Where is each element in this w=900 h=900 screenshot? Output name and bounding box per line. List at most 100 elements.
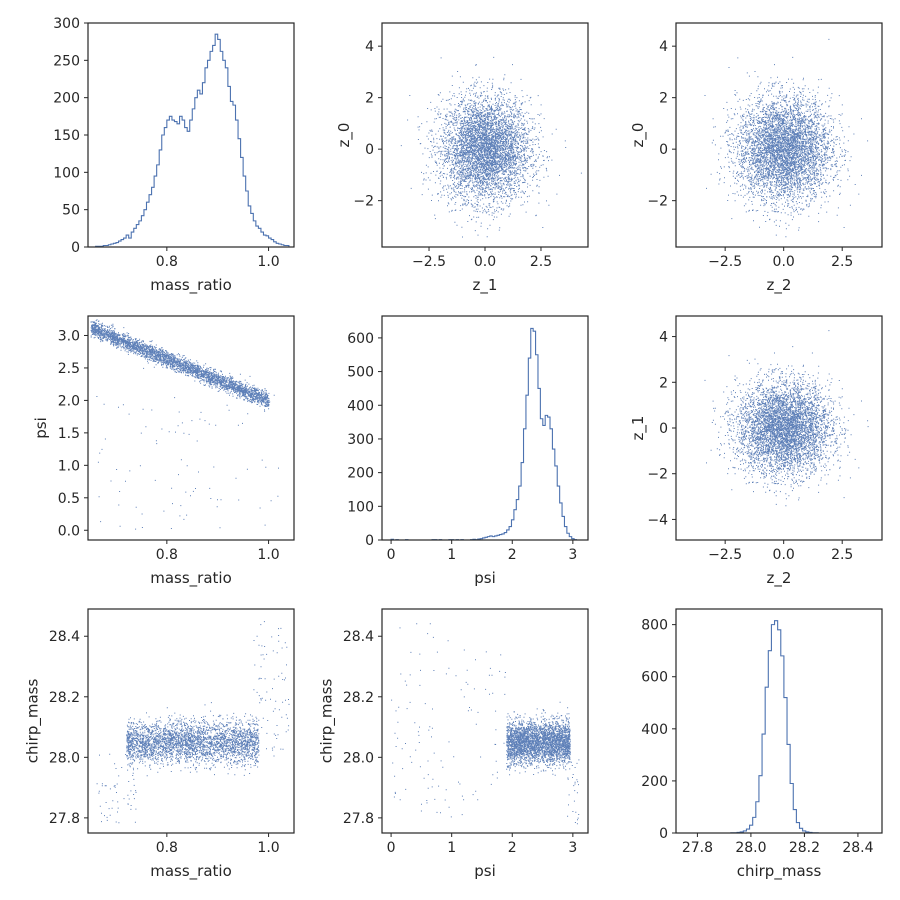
y-tick-label: 0 xyxy=(71,240,80,256)
y-tick-label: 0.0 xyxy=(58,523,80,539)
x-tick-label: 28.0 xyxy=(735,840,766,856)
scatter-points xyxy=(704,38,869,238)
scatter-points xyxy=(400,56,582,238)
panel-z2-z1-scatter: −2.5 0.0 2.5 −4 −2 0 2 4 z_2 z_1 xyxy=(629,315,883,588)
y-tick-label: 28.0 xyxy=(49,750,80,766)
y-tick-label: 50 xyxy=(62,203,80,219)
x-axis-label: chirp_mass xyxy=(737,862,822,881)
x-tick-label: 0.8 xyxy=(156,254,178,270)
x-axis-label: psi xyxy=(474,569,496,587)
scatter-points xyxy=(96,621,290,824)
y-tick-label: 28.2 xyxy=(343,690,374,706)
plot-area xyxy=(704,330,869,507)
y-tick-label: 2 xyxy=(659,91,668,107)
y-tick-label: 1.5 xyxy=(58,426,80,442)
x-tick-label: 0.0 xyxy=(773,547,795,563)
y-tick-label: 2.5 xyxy=(58,361,80,377)
y-tick-label: 4 xyxy=(659,330,668,346)
plot-area xyxy=(96,621,290,824)
y-tick-label: 1.0 xyxy=(58,458,80,474)
y-tick-label: 2 xyxy=(659,375,668,391)
x-tick-label: 0.8 xyxy=(156,547,178,563)
x-axis-label: z_1 xyxy=(473,276,498,295)
y-tick-label: 28.4 xyxy=(49,629,80,645)
y-tick-label: 0 xyxy=(365,533,374,549)
x-tick-label: 0.0 xyxy=(474,254,496,270)
y-tick-label: 250 xyxy=(53,53,80,69)
y-tick-label: 100 xyxy=(347,499,374,515)
x-tick-label: 3 xyxy=(568,840,577,856)
x-tick-label: −2.5 xyxy=(412,254,446,270)
y-tick-label: 28.0 xyxy=(343,750,374,766)
axes-frame xyxy=(675,22,883,248)
panel-mass_ratio-chirp_mass-scatter: 0.8 1.0 27.8 28.0 28.2 28.4 mass_ratio chirp_ma… xyxy=(24,608,295,881)
x-axis-label: z_2 xyxy=(767,276,792,295)
axes-frame xyxy=(87,22,295,248)
x-tick-label: 0.0 xyxy=(773,254,795,270)
y-tick-label: 2.0 xyxy=(58,393,80,409)
histogram-step-line xyxy=(390,327,579,540)
x-tick-label: 1 xyxy=(447,547,456,563)
axes-frame xyxy=(381,608,589,834)
plot-area xyxy=(391,623,580,825)
y-tick-label: 800 xyxy=(641,618,668,634)
x-axis-label: mass_ratio xyxy=(150,569,232,588)
y-tick-label: 28.4 xyxy=(343,629,374,645)
y-tick-label: 200 xyxy=(53,91,80,107)
y-tick-label: 2 xyxy=(365,91,374,107)
x-tick-label: 27.8 xyxy=(682,840,713,856)
x-axis-label: z_2 xyxy=(767,569,792,588)
y-tick-label: −2 xyxy=(647,194,668,210)
plot-area xyxy=(390,327,579,540)
scatter-points xyxy=(391,623,580,825)
y-tick-label: 400 xyxy=(641,722,668,738)
x-tick-label: 2 xyxy=(508,547,517,563)
x-tick-label: 1.0 xyxy=(257,840,279,856)
y-tick-label: 4 xyxy=(659,39,668,55)
x-tick-label: 2.5 xyxy=(831,254,853,270)
y-tick-label: 600 xyxy=(347,331,374,347)
y-axis-label: z_0 xyxy=(629,123,648,148)
y-tick-label: 0 xyxy=(659,421,668,437)
panel-mass_ratio-hist: 0.8 1.0 0 50 100 150 200 250 300 mass_ratio xyxy=(53,16,295,295)
plot-area xyxy=(400,56,582,238)
plot-area xyxy=(704,38,869,238)
axes-frame xyxy=(87,315,295,541)
x-tick-label: 28.2 xyxy=(789,840,820,856)
y-tick-label: 0 xyxy=(659,142,668,158)
y-axis-label: z_0 xyxy=(335,123,354,148)
x-tick-label: 0 xyxy=(387,840,396,856)
y-tick-label: 3.0 xyxy=(58,328,80,344)
histogram-step-line xyxy=(90,33,290,247)
y-tick-label: −2 xyxy=(353,194,374,210)
x-tick-label: 2 xyxy=(508,840,517,856)
y-tick-label: 100 xyxy=(53,165,80,181)
y-tick-label: −4 xyxy=(647,512,668,528)
x-axis-label: psi xyxy=(474,862,496,880)
y-tick-label: 4 xyxy=(365,39,374,55)
axes-frame xyxy=(87,608,295,834)
y-tick-label: 300 xyxy=(347,432,374,448)
scatter-points xyxy=(90,319,279,530)
plot-area xyxy=(90,33,290,247)
plot-area xyxy=(90,319,279,530)
panel-z1-z0-scatter: −2.5 0.0 2.5 −2 0 2 4 z_1 z_0 xyxy=(335,22,589,295)
axes-frame xyxy=(381,315,589,541)
x-tick-label: 1 xyxy=(447,840,456,856)
x-tick-label: 3 xyxy=(568,547,577,563)
plot-area xyxy=(684,620,872,833)
y-axis-label: psi xyxy=(32,417,50,439)
y-tick-label: 150 xyxy=(53,128,80,144)
y-tick-label: 27.8 xyxy=(49,811,80,827)
panel-z2-z0-scatter: −2.5 0.0 2.5 −2 0 2 4 z_2 z_0 xyxy=(629,22,883,295)
x-tick-label: 2.5 xyxy=(530,254,552,270)
panel-mass_ratio-psi-scatter: 0.8 1.0 0.0 0.5 1.0 1.5 2.0 2.5 3.0 mass_ratio psi xyxy=(32,315,295,588)
x-tick-label: 28.4 xyxy=(842,840,873,856)
y-tick-label: 400 xyxy=(347,398,374,414)
x-tick-label: 2.5 xyxy=(831,547,853,563)
histogram-step-line xyxy=(684,620,872,833)
panel-psi-chirp_mass-scatter: 0 1 2 3 27.8 28.0 28.2 28.4 psi chirp_mass xyxy=(318,608,589,880)
y-tick-label: 200 xyxy=(641,774,668,790)
y-tick-label: 300 xyxy=(53,16,80,32)
